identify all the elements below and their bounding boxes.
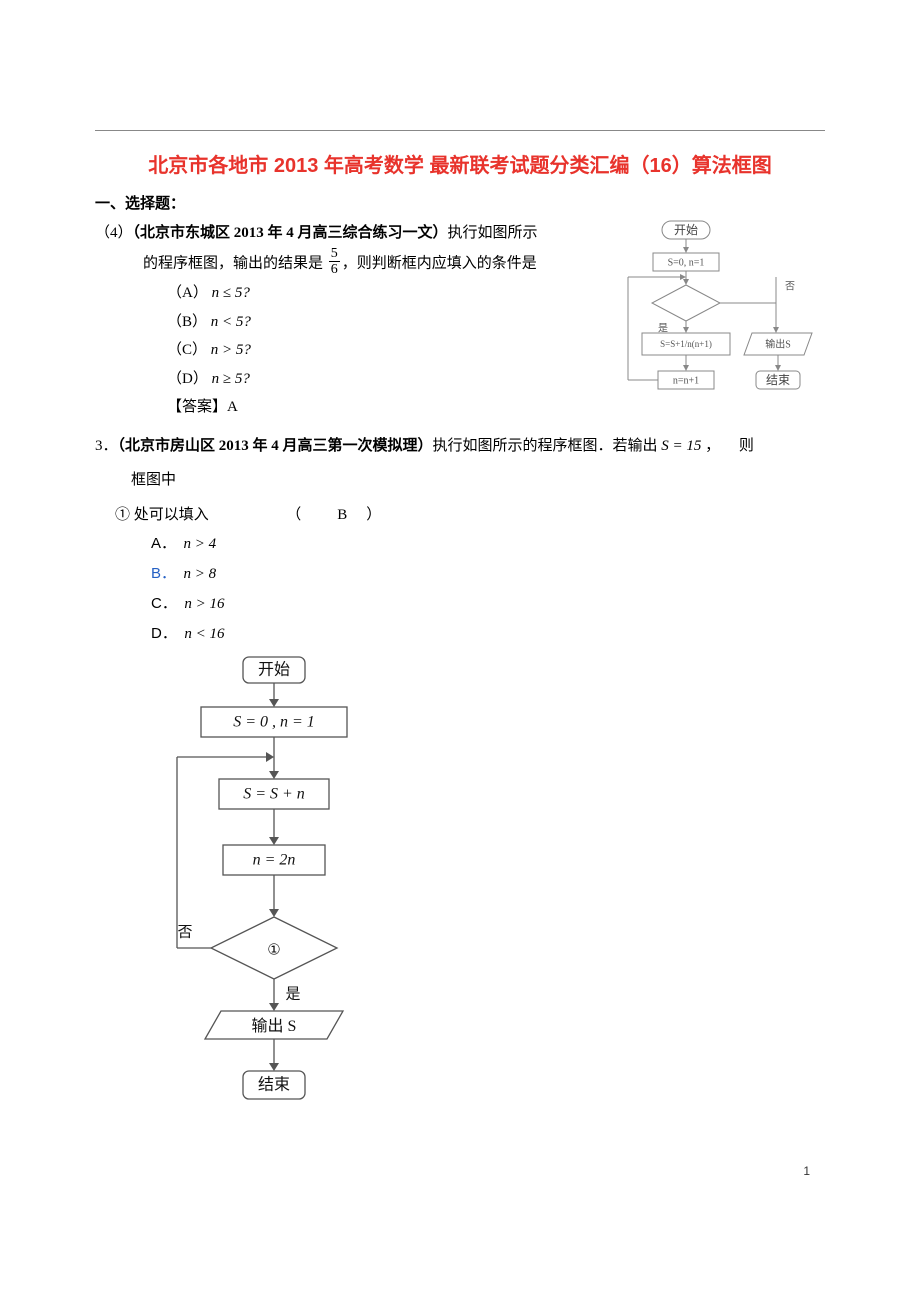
q3-optB-m: n > 8 <box>184 566 217 582</box>
q3-math-s: S = 15 <box>661 438 701 454</box>
q4-optD-math: n ≥ 5? <box>212 371 250 387</box>
q3-source: （北京市房山区 2013 年 4 月高三第一次模拟理） <box>118 438 433 454</box>
section-heading: 一、选择题： <box>95 192 825 213</box>
q4-optB-math: n < 5? <box>211 314 251 330</box>
q3-opt-d: D． n < 16 <box>151 619 825 649</box>
q3-optD-l: D． <box>151 625 177 642</box>
fc1-start: 开始 <box>674 223 698 237</box>
question-3: 3．（北京市房山区 2013 年 4 月高三第一次模拟理）执行如图所示的程序框图… <box>95 432 825 1146</box>
q3-opt-c: C． n > 16 <box>151 589 825 619</box>
q3-optD-m: n < 16 <box>184 626 224 642</box>
q3-stem-c: 框图中 <box>95 466 825 495</box>
fc1-end: 结束 <box>766 373 790 387</box>
page-title: 北京市各地市 2013 年高考数学 最新联考试题分类汇编（16）算法框图 <box>95 149 825 178</box>
q4-answer-label: 【答案】 <box>167 399 227 415</box>
q4-answer-value: A <box>227 399 238 415</box>
fc1-no: 否 <box>785 280 795 292</box>
fc1-output: 输出S <box>765 337 791 350</box>
fraction-5-6: 5 6 <box>329 246 340 278</box>
header-rule <box>95 130 825 131</box>
fc1-proc: S=S+1/n(n+1) <box>660 339 712 349</box>
q4-source: （北京市东城区 2013 年 4 月高三综合练习一文） <box>133 225 448 241</box>
q3-line2-a: ① 处可以填入 <box>115 507 209 523</box>
q3-optB-l: B． <box>151 565 176 582</box>
q4-optD-pre: （D） <box>167 371 208 387</box>
q4-prefix: （4） <box>95 225 133 241</box>
q3-optA-l: A． <box>151 535 176 552</box>
q4-optB-pre: （B） <box>167 314 207 330</box>
q3-stem-a: 执行如图所示的程序框图．若输出 <box>433 438 658 454</box>
q4-indented-b: ，则判断框内应填入的条件是 <box>342 255 537 271</box>
fc2-init: S = 0 , n = 1 <box>233 714 315 731</box>
fc2-no: 否 <box>177 925 192 941</box>
q3-prefix: 3． <box>95 438 118 454</box>
svg-text:输出 S: 输出 S <box>252 1017 297 1035</box>
q3-paren: （ B ） <box>286 507 383 523</box>
flowchart-q3: 开始 S = 0 , n = 1 S = S + n n = 2n <box>165 655 825 1146</box>
q3-line2: ① 处可以填入 （ B ） <box>95 501 825 530</box>
fc1-yes: 是 <box>658 322 668 334</box>
q4-stem-a: 执行如图所示 <box>448 225 538 241</box>
fc2-end: 结束 <box>258 1076 290 1094</box>
q3-opt-b: B． n > 8 <box>151 559 825 589</box>
q4-optA-pre: （A） <box>167 285 208 301</box>
q3-opt-a: A． n > 4 <box>151 529 825 559</box>
q3-optC-l: C． <box>151 595 177 612</box>
q4-optC-math: n > 5? <box>211 342 251 358</box>
q3-optC-m: n > 16 <box>184 596 224 612</box>
question-4: （4）（北京市东城区 2013 年 4 月高三综合练习一文）执行如图所示 的程序… <box>95 219 825 422</box>
fraction-num: 5 <box>329 246 340 262</box>
fc1-init: S=0, n=1 <box>668 257 705 268</box>
page-number: 1 <box>803 1164 810 1178</box>
q3-stem-b: ， 则 <box>705 438 754 454</box>
fc2-output: 输出 S <box>252 1017 297 1035</box>
fc1-inc: n=n+1 <box>673 375 699 386</box>
q4-optA-math: n ≤ 5? <box>212 285 250 301</box>
fraction-den: 6 <box>329 262 340 277</box>
flowchart-q4: 开始 S=0, n=1 是 否 <box>590 219 825 425</box>
fc2-proc1: S = S + n <box>243 786 305 803</box>
fc2-yes: 是 <box>285 987 300 1003</box>
fc2-start: 开始 <box>258 661 290 679</box>
q4-optC-pre: （C） <box>167 342 207 358</box>
q3-optA-m: n > 4 <box>184 536 217 552</box>
q4-indented-a: 的程序框图，输出的结果是 <box>143 255 323 271</box>
fc2-decision: ① <box>267 943 280 959</box>
fc2-proc2: n = 2n <box>253 852 296 869</box>
